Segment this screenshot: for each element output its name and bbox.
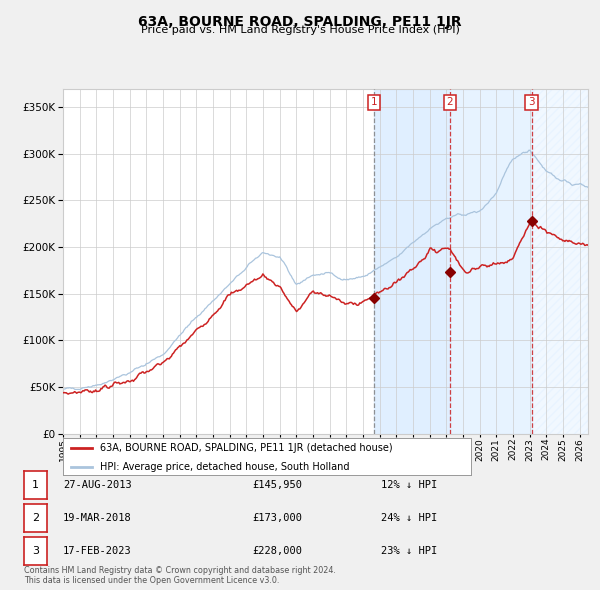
Text: 3: 3 — [529, 97, 535, 107]
Text: 1: 1 — [371, 97, 377, 107]
Text: 63A, BOURNE ROAD, SPALDING, PE11 1JR: 63A, BOURNE ROAD, SPALDING, PE11 1JR — [138, 15, 462, 29]
Text: HPI: Average price, detached house, South Holland: HPI: Average price, detached house, Sout… — [100, 462, 349, 472]
Text: 1: 1 — [32, 480, 39, 490]
Text: 2: 2 — [32, 513, 39, 523]
Bar — [450, 88, 532, 434]
Bar — [374, 88, 450, 434]
Text: 19-MAR-2018: 19-MAR-2018 — [63, 513, 132, 523]
Text: £228,000: £228,000 — [252, 546, 302, 556]
Text: £145,950: £145,950 — [252, 480, 302, 490]
Bar — [532, 88, 588, 434]
Text: Contains HM Land Registry data © Crown copyright and database right 2024.
This d: Contains HM Land Registry data © Crown c… — [24, 566, 336, 585]
Text: 63A, BOURNE ROAD, SPALDING, PE11 1JR (detached house): 63A, BOURNE ROAD, SPALDING, PE11 1JR (de… — [100, 443, 392, 453]
Text: 3: 3 — [32, 546, 39, 556]
Text: Price paid vs. HM Land Registry's House Price Index (HPI): Price paid vs. HM Land Registry's House … — [140, 25, 460, 35]
Text: 17-FEB-2023: 17-FEB-2023 — [63, 546, 132, 556]
Text: 2: 2 — [446, 97, 453, 107]
Text: 23% ↓ HPI: 23% ↓ HPI — [381, 546, 437, 556]
Text: 12% ↓ HPI: 12% ↓ HPI — [381, 480, 437, 490]
Text: 27-AUG-2013: 27-AUG-2013 — [63, 480, 132, 490]
Text: £173,000: £173,000 — [252, 513, 302, 523]
Text: 24% ↓ HPI: 24% ↓ HPI — [381, 513, 437, 523]
